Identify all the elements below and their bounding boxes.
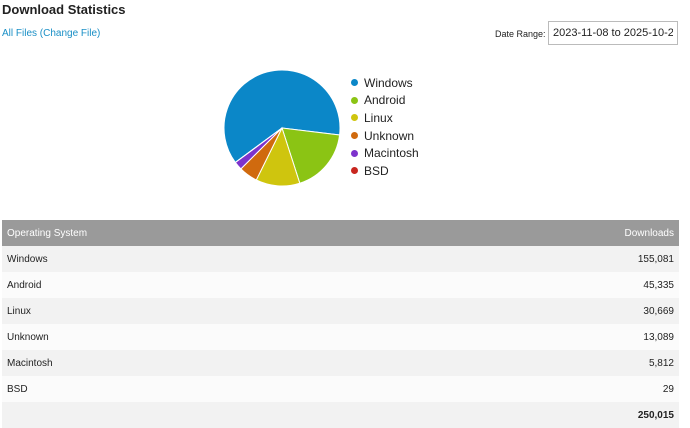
legend-dot-android (351, 96, 358, 104)
legend-label-windows: Windows (364, 75, 413, 90)
legend-item-android[interactable]: Android (351, 92, 419, 110)
total-downloads-cell: 250,015 (409, 402, 679, 428)
chart-legend: Windows Android Linux Unknown Macintosh … (351, 74, 419, 180)
os-name-cell: Linux (2, 298, 410, 324)
table-row: BSD 29 (2, 376, 679, 402)
downloads-cell: 30,669 (409, 298, 679, 324)
downloads-cell: 29 (409, 376, 679, 402)
legend-dot-linux (351, 114, 358, 122)
page-title: Download Statistics (2, 2, 126, 17)
pie-slice-windows[interactable] (223, 69, 341, 164)
downloads-cell: 13,089 (409, 324, 679, 350)
legend-dot-bsd (351, 167, 358, 175)
table-header-row: Operating System Downloads (2, 220, 679, 246)
legend-label-macintosh: Macintosh (364, 146, 419, 161)
os-name-cell: Macintosh (2, 350, 410, 376)
change-file-link[interactable]: All Files (Change File) (2, 28, 101, 39)
table-row: Linux 30,669 (2, 298, 679, 324)
table-row: Macintosh 5,812 (2, 350, 679, 376)
legend-item-windows[interactable]: Windows (351, 74, 419, 92)
downloads-cell: 45,335 (409, 272, 679, 298)
legend-dot-unknown (351, 132, 358, 140)
legend-label-bsd: BSD (364, 163, 389, 178)
downloads-cell: 5,812 (409, 350, 679, 376)
os-name-cell: Unknown (2, 324, 410, 350)
pie-slice-android[interactable] (281, 127, 341, 184)
pie-slice-bsd[interactable] (234, 127, 283, 164)
os-name-cell: BSD (2, 376, 410, 402)
column-header-downloads[interactable]: Downloads (409, 220, 679, 246)
column-header-os[interactable]: Operating System (2, 220, 410, 246)
date-range-label: Date Range: (495, 29, 546, 39)
date-range-input[interactable] (548, 21, 678, 45)
os-name-cell: Android (2, 272, 410, 298)
table-row: Android 45,335 (2, 272, 679, 298)
legend-label-unknown: Unknown (364, 128, 415, 143)
legend-dot-windows (351, 79, 358, 87)
legend-label-linux: Linux (364, 110, 393, 125)
downloads-table: Operating System Downloads Windows 155,0… (2, 220, 679, 428)
legend-item-linux[interactable]: Linux (351, 109, 419, 127)
legend-dot-macintosh (351, 149, 358, 157)
os-pie-chart (223, 69, 341, 187)
legend-item-macintosh[interactable]: Macintosh (351, 144, 419, 162)
legend-item-unknown[interactable]: Unknown (351, 127, 419, 145)
table-total-row: 250,015 (2, 402, 679, 428)
legend-item-bsd[interactable]: BSD (351, 162, 419, 180)
total-label-cell (2, 402, 410, 428)
table-row: Unknown 13,089 (2, 324, 679, 350)
table-row: Windows 155,081 (2, 246, 679, 272)
downloads-cell: 155,081 (409, 246, 679, 272)
os-name-cell: Windows (2, 246, 410, 272)
legend-label-android: Android (364, 93, 406, 108)
